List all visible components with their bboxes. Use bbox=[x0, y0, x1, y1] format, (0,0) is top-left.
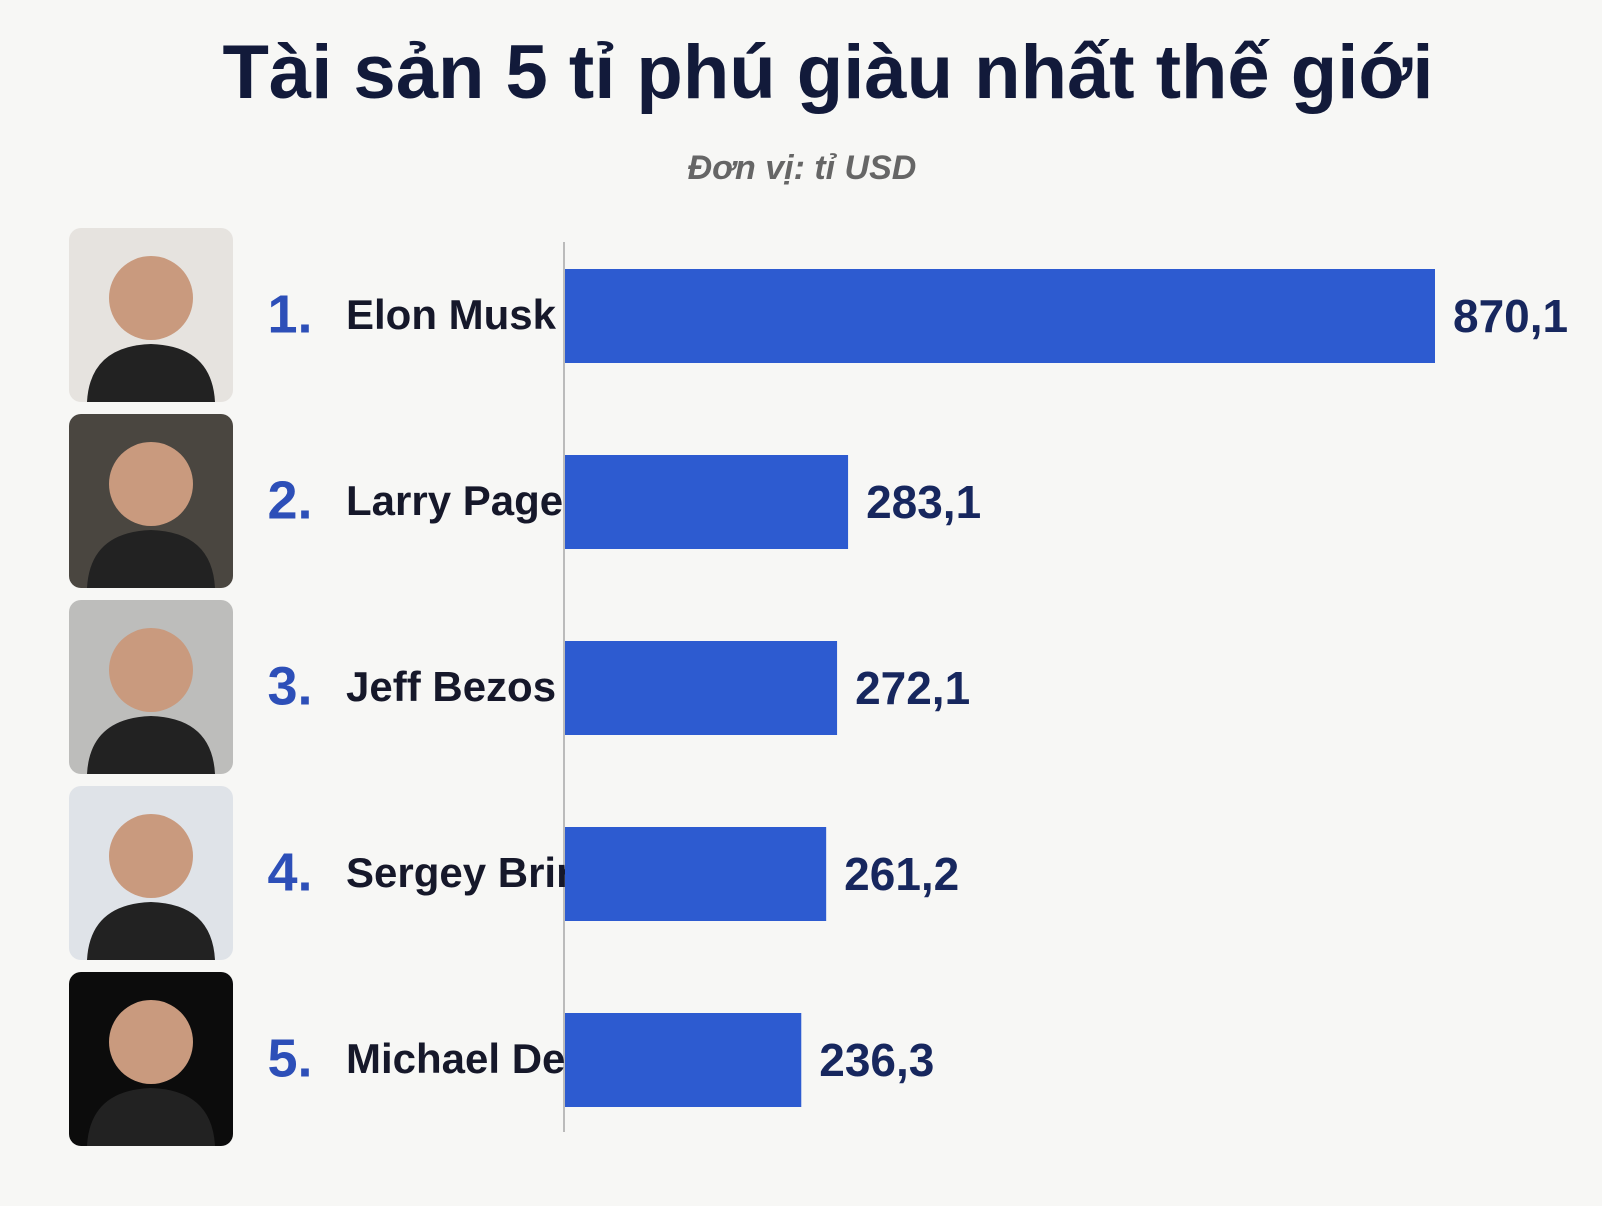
photo-body bbox=[87, 1088, 215, 1146]
photo-body bbox=[87, 902, 215, 960]
rank: 5. bbox=[267, 1028, 312, 1088]
photo-head bbox=[109, 442, 193, 526]
rank: 3. bbox=[267, 656, 312, 716]
value-label: 283,1 bbox=[866, 476, 981, 528]
rank: 2. bbox=[267, 470, 312, 530]
chart-subtitle: Đơn vị: tỉ USD bbox=[688, 149, 917, 187]
photo-body bbox=[87, 344, 215, 402]
value-label: 236,3 bbox=[819, 1034, 934, 1086]
rank: 1. bbox=[267, 284, 312, 344]
bar bbox=[565, 641, 838, 735]
category-label: Jeff Bezos bbox=[346, 663, 556, 710]
bar bbox=[565, 827, 827, 921]
chart-title: Tài sản 5 tỉ phú giàu nhất thế giới bbox=[223, 30, 1434, 115]
photo-head bbox=[109, 256, 193, 340]
category-label: Sergey Brin bbox=[346, 849, 582, 896]
category-label: Elon Musk bbox=[346, 291, 557, 338]
photo-head bbox=[109, 628, 193, 712]
value-label: 870,1 bbox=[1453, 290, 1568, 342]
category-label: Michael Dell bbox=[346, 1035, 589, 1082]
value-label: 261,2 bbox=[844, 848, 959, 900]
photo-body bbox=[87, 530, 215, 588]
value-label: 272,1 bbox=[855, 662, 970, 714]
photo-head bbox=[109, 1000, 193, 1084]
bar bbox=[565, 455, 849, 549]
category-label: Larry Page bbox=[346, 477, 563, 524]
bar bbox=[565, 1013, 802, 1107]
bar bbox=[565, 269, 1435, 363]
photo-body bbox=[87, 716, 215, 774]
rank: 4. bbox=[267, 842, 312, 902]
photo-head bbox=[109, 814, 193, 898]
